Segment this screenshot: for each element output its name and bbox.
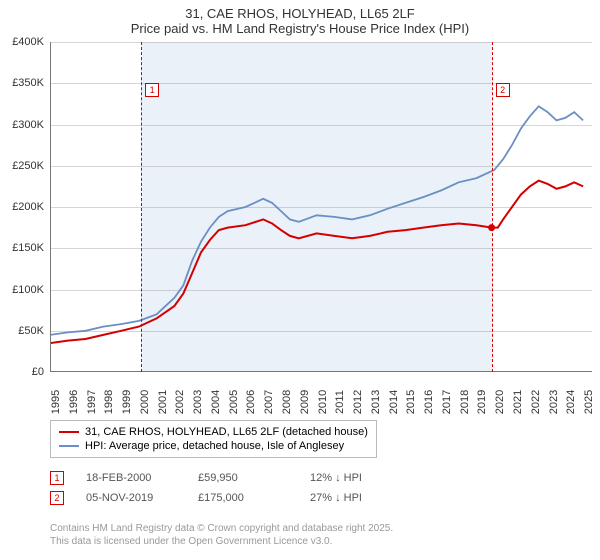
- x-tick-label: 2019: [476, 390, 488, 414]
- x-tick-label: 2014: [388, 390, 400, 414]
- x-tick-label: 1995: [50, 390, 62, 414]
- transaction-date: 18-FEB-2000: [86, 472, 176, 484]
- x-tick-label: 2023: [548, 390, 560, 414]
- y-axis-line: [50, 42, 51, 372]
- x-tick-label: 1997: [86, 390, 98, 414]
- x-tick-label: 2024: [565, 390, 577, 414]
- legend-swatch: [59, 431, 79, 433]
- y-tick-label: £150K: [12, 242, 44, 254]
- legend-row: 31, CAE RHOS, HOLYHEAD, LL65 2LF (detach…: [59, 425, 368, 439]
- chart-container: 31, CAE RHOS, HOLYHEAD, LL65 2LF Price p…: [0, 0, 600, 560]
- x-tick-label: 2015: [405, 390, 417, 414]
- x-tick-label: 2000: [139, 390, 151, 414]
- chart-lines-svg: [50, 42, 592, 372]
- x-tick-label: 2009: [299, 390, 311, 414]
- x-tick-label: 2001: [157, 390, 169, 414]
- plot-area: 12: [50, 42, 592, 372]
- x-axis-labels: 1995 1996 1997 1998 1999 2000 2001 2002 2003 2004…: [50, 374, 592, 414]
- x-tick-label: 2004: [210, 390, 222, 414]
- chart-title-line2: Price paid vs. HM Land Registry's House …: [0, 21, 600, 36]
- x-tick-label: 1999: [121, 390, 133, 414]
- y-tick-label: £350K: [12, 77, 44, 89]
- x-axis-line: [50, 371, 592, 372]
- transaction-price: £175,000: [198, 492, 288, 504]
- legend-label: HPI: Average price, detached house, Isle…: [85, 440, 344, 452]
- footer-line2: This data is licensed under the Open Gov…: [50, 535, 393, 548]
- transaction-marker: 2: [50, 491, 64, 505]
- x-tick-label: 2016: [423, 390, 435, 414]
- y-tick-label: £50K: [18, 325, 44, 337]
- footer-attribution: Contains HM Land Registry data © Crown c…: [50, 522, 393, 548]
- x-tick-label: 1998: [103, 390, 115, 414]
- x-tick-label: 2007: [263, 390, 275, 414]
- x-tick-label: 2025: [583, 390, 595, 414]
- transaction-delta: 27% ↓ HPI: [310, 492, 400, 504]
- marker-box: 1: [145, 83, 159, 97]
- transaction-row: 2 05-NOV-2019 £175,000 27% ↓ HPI: [50, 488, 400, 508]
- chart-title-block: 31, CAE RHOS, HOLYHEAD, LL65 2LF Price p…: [0, 0, 600, 38]
- y-tick-label: £200K: [12, 201, 44, 213]
- legend: 31, CAE RHOS, HOLYHEAD, LL65 2LF (detach…: [50, 420, 377, 458]
- y-tick-label: £100K: [12, 284, 44, 296]
- series-line: [50, 181, 583, 344]
- transaction-date: 05-NOV-2019: [86, 492, 176, 504]
- x-tick-label: 2002: [174, 390, 186, 414]
- x-tick-label: 2010: [317, 390, 329, 414]
- x-tick-label: 2005: [228, 390, 240, 414]
- x-tick-label: 2012: [352, 390, 364, 414]
- x-tick-label: 1996: [68, 390, 80, 414]
- marker-vline: [492, 42, 493, 372]
- x-tick-label: 2021: [512, 390, 524, 414]
- legend-swatch: [59, 445, 79, 447]
- x-tick-label: 2006: [245, 390, 257, 414]
- x-tick-label: 2008: [281, 390, 293, 414]
- marker-vline: [141, 42, 142, 372]
- y-tick-label: £250K: [12, 160, 44, 172]
- x-tick-label: 2020: [494, 390, 506, 414]
- transaction-price: £59,950: [198, 472, 288, 484]
- chart-title-line1: 31, CAE RHOS, HOLYHEAD, LL65 2LF: [0, 6, 600, 21]
- x-tick-label: 2022: [530, 390, 542, 414]
- y-tick-label: £400K: [12, 36, 44, 48]
- y-tick-label: £300K: [12, 119, 44, 131]
- transaction-row: 1 18-FEB-2000 £59,950 12% ↓ HPI: [50, 468, 400, 488]
- footer-line1: Contains HM Land Registry data © Crown c…: [50, 522, 393, 535]
- x-tick-label: 2013: [370, 390, 382, 414]
- x-tick-label: 2018: [459, 390, 471, 414]
- marker-box: 2: [496, 83, 510, 97]
- transaction-delta: 12% ↓ HPI: [310, 472, 400, 484]
- y-tick-label: £0: [32, 366, 44, 378]
- x-tick-label: 2011: [334, 390, 346, 414]
- y-axis-labels: £0£50K£100K£150K£200K£250K£300K£350K£400…: [0, 42, 48, 372]
- legend-label: 31, CAE RHOS, HOLYHEAD, LL65 2LF (detach…: [85, 426, 368, 438]
- legend-row: HPI: Average price, detached house, Isle…: [59, 439, 368, 453]
- transaction-table: 1 18-FEB-2000 £59,950 12% ↓ HPI 2 05-NOV-2019…: [50, 468, 400, 508]
- x-tick-label: 2003: [192, 390, 204, 414]
- x-tick-label: 2017: [441, 390, 453, 414]
- transaction-marker: 1: [50, 471, 64, 485]
